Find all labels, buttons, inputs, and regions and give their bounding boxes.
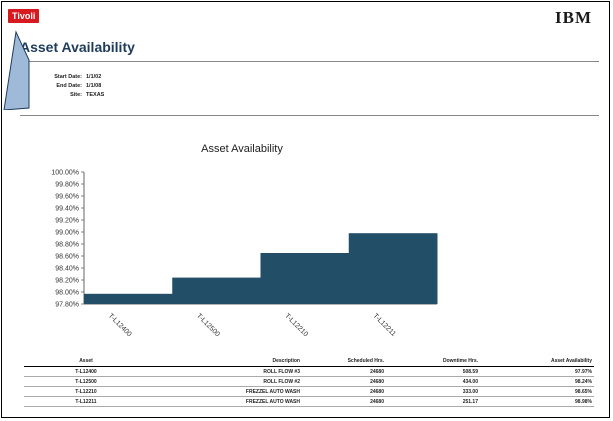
cell-scheduled: 24680 xyxy=(302,376,386,387)
bar-t-l12210 xyxy=(260,253,350,304)
svg-text:IBM: IBM xyxy=(555,8,592,26)
cell-downtime: 333.00 xyxy=(386,386,480,397)
asset-table: Asset Description Scheduled Hrs. Downtim… xyxy=(24,356,594,407)
x-tick-label: T-L12210 xyxy=(283,312,309,338)
col-downtime: Downtime Hrs. xyxy=(386,356,480,367)
cell-downtime: 434.00 xyxy=(386,376,480,387)
cell-description: ROLL FLOW #2 xyxy=(148,376,302,387)
bar-t-l12211 xyxy=(348,233,438,304)
cell-downtime: 251.17 xyxy=(386,396,480,407)
table-row: T-L12500 ROLL FLOW #2 24680 434.00 98.24… xyxy=(24,376,594,387)
bar-t-l12400 xyxy=(84,293,173,304)
cell-availability: 98.24% xyxy=(480,376,594,387)
cell-scheduled: 24680 xyxy=(302,386,386,397)
param-site: Site: TEXAS xyxy=(70,92,105,98)
report-parameters: Start Date: 1/1/02 End Date: 1/1/08 Site: T… xyxy=(20,73,104,100)
col-asset: Asset xyxy=(24,356,148,367)
table-row: T-L12211 FREZZEL AUTO WASH 24680 251.17 … xyxy=(24,396,594,407)
ibm-logo: IBM xyxy=(555,8,592,26)
cell-asset: T-L12400 xyxy=(24,366,148,377)
col-availability: Asset Availability xyxy=(480,356,594,367)
cell-scheduled: 24680 xyxy=(302,396,386,407)
col-scheduled: Scheduled Hrs. xyxy=(302,356,386,367)
title-divider xyxy=(20,61,599,62)
param-start-date: Start Date: 1/1/02 xyxy=(54,74,102,80)
y-tick-label: 100.00% xyxy=(51,170,79,177)
cell-asset: T-L12210 xyxy=(24,386,148,397)
y-tick-label: 98.80% xyxy=(55,242,79,249)
y-tick-label: 97.80% xyxy=(55,302,79,309)
y-tick-label: 99.20% xyxy=(55,218,79,225)
y-tick-label: 98.40% xyxy=(55,266,79,273)
table-header-row: Asset Description Scheduled Hrs. Downtim… xyxy=(24,356,594,367)
y-tick-label: 99.60% xyxy=(55,194,79,201)
tivoli-logo: Tivoli xyxy=(8,9,40,23)
chart-title: Asset Availability xyxy=(201,143,283,155)
col-description: Description xyxy=(148,356,302,367)
cell-availability: 98.65% xyxy=(480,386,594,397)
params-divider xyxy=(20,115,599,116)
cell-availability: 97.97% xyxy=(480,366,594,377)
y-tick-label: 99.80% xyxy=(55,182,79,189)
y-tick-label: 98.00% xyxy=(55,290,79,297)
x-tick-label: T-L12211 xyxy=(371,312,397,338)
report-title: Asset Availability xyxy=(20,39,135,55)
cell-scheduled: 24680 xyxy=(302,366,386,377)
cell-description: FREZZEL AUTO WASH xyxy=(148,396,302,407)
availability-chart: 100.00% 99.80% 99.60% 99.40% 99.20% 99.00% 98.… xyxy=(51,170,438,338)
param-end-date: End Date: 1/1/08 xyxy=(56,83,102,89)
x-tick-label: T-L12500 xyxy=(195,312,221,338)
bar-t-l12500 xyxy=(172,277,261,304)
cell-asset: T-L12500 xyxy=(24,376,148,387)
y-tick-label: 99.40% xyxy=(55,206,79,213)
table-row: T-L12400 ROLL FLOW #3 24680 508.59 97.97… xyxy=(24,366,594,377)
y-tick-label: 98.20% xyxy=(55,278,79,285)
cell-availability: 98.98% xyxy=(480,396,594,407)
cell-description: ROLL FLOW #3 xyxy=(148,366,302,377)
table-row: T-L12210 FREZZEL AUTO WASH 24680 333.00 … xyxy=(24,386,594,397)
x-tick-label: T-L12400 xyxy=(107,312,133,338)
callout-pointer xyxy=(3,30,30,110)
y-tick-label: 98.60% xyxy=(55,254,79,261)
y-tick-label: 99.00% xyxy=(55,230,79,237)
cell-description: FREZZEL AUTO WASH xyxy=(148,386,302,397)
cell-downtime: 508.59 xyxy=(386,366,480,377)
cell-asset: T-L12211 xyxy=(24,396,148,407)
